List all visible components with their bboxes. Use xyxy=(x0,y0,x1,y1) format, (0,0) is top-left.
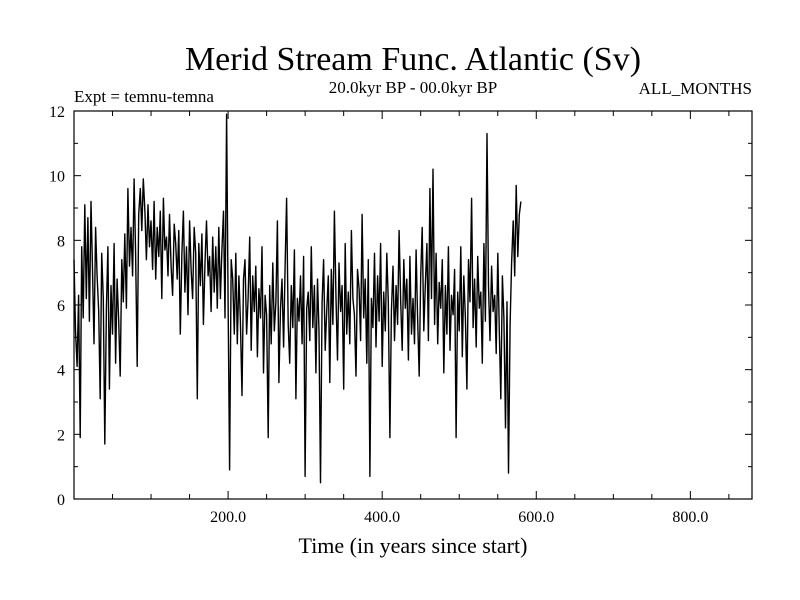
series-line xyxy=(73,113,522,484)
y-axis: 0 2 4 6 8 10 12 xyxy=(49,104,752,509)
x-tick-label: 600.0 xyxy=(518,509,554,526)
x-tick-label: 400.0 xyxy=(364,509,400,526)
chart-right-label: ALL_MONTHS xyxy=(639,79,752,98)
x-tick-label: 200.0 xyxy=(210,509,246,526)
x-axis-label: Time (in years since start) xyxy=(299,533,528,558)
y-tick-label: 12 xyxy=(49,104,65,121)
y-tick-label: 10 xyxy=(49,169,65,186)
chart-title: Merid Stream Func. Atlantic (Sv) xyxy=(185,41,641,78)
y-tick-label: 0 xyxy=(57,492,65,509)
x-tick-label: 800.0 xyxy=(672,509,708,526)
y-tick-label: 4 xyxy=(57,363,65,380)
y-tick-label: 6 xyxy=(57,298,65,315)
chart-subtitle: 20.0kyr BP - 00.0kyr BP xyxy=(329,78,497,97)
chart-left-label: Expt = temnu-temna xyxy=(74,87,214,106)
x-axis: 200.0 400.0 600.0 800.0 xyxy=(112,111,730,526)
y-tick-label: 2 xyxy=(57,427,65,444)
plot-frame xyxy=(73,110,753,500)
y-tick-label: 8 xyxy=(57,233,65,250)
